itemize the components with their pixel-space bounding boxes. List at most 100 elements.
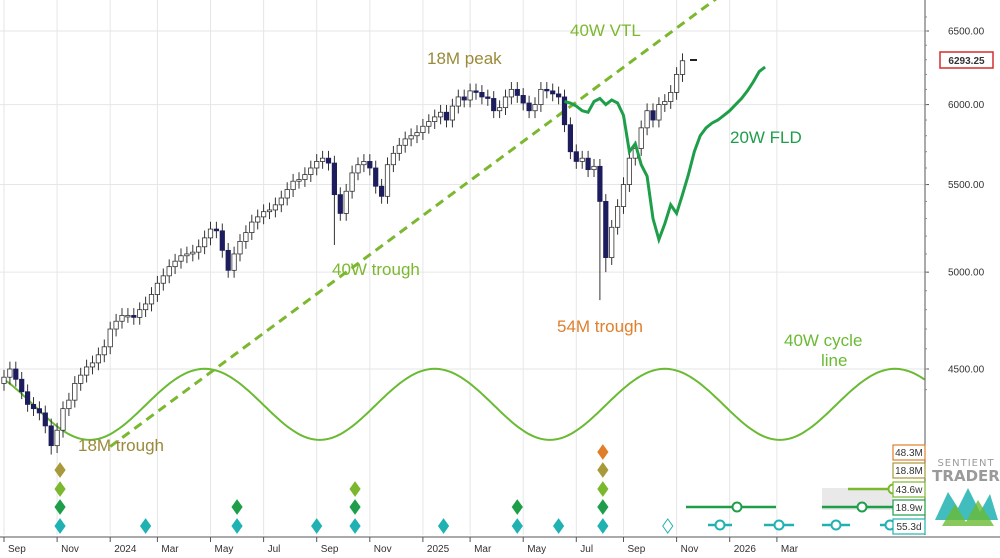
candle-body [573, 151, 579, 162]
candle-body [13, 368, 19, 380]
y-tick-label: 5000.00 [948, 268, 985, 279]
annotation-cycle-text: 40W cycle [784, 331, 862, 350]
candle-body [556, 93, 562, 98]
candle-body [272, 204, 279, 211]
candle-body [520, 95, 526, 104]
candle-body [196, 246, 202, 253]
candle-body [7, 368, 13, 378]
annotation-vtl: 40W VTL [570, 21, 641, 40]
candle-body [284, 189, 290, 199]
candle-body [532, 104, 538, 112]
phasing-lines [686, 483, 899, 531]
candle-body [620, 184, 627, 207]
cycle-badge-label: 18.8M [895, 466, 923, 477]
candle-body [219, 230, 225, 251]
y-tick-label: 4500.00 [948, 365, 985, 376]
x-tick-label: Sep [321, 544, 339, 555]
x-tick-label: Sep [8, 544, 26, 555]
candle-body [561, 96, 568, 126]
candle-body [650, 110, 656, 121]
cycle-badge-box [892, 499, 926, 516]
candle-body [567, 124, 574, 153]
logo-line2: TRADER [932, 467, 1000, 485]
cycle-diamond-icon [662, 518, 674, 534]
candle-body [443, 111, 450, 121]
cycle-diamond-icon [597, 462, 609, 478]
candle-body [384, 164, 391, 197]
candle-body [30, 403, 37, 410]
candle-body [579, 157, 585, 162]
cycle-badge-box [892, 518, 926, 535]
candle-body [72, 383, 78, 401]
cycle-line-40w [3, 367, 925, 441]
candle-body [662, 101, 668, 105]
x-tick-label: Mar [474, 544, 492, 555]
candle-body [390, 152, 397, 166]
cycle-diamond-icon [231, 499, 243, 515]
candle-body [296, 179, 302, 182]
candle-body [107, 328, 113, 348]
x-tick-label: Nov [681, 544, 699, 555]
candle-body [24, 391, 31, 405]
candle-body [337, 194, 343, 214]
x-tick-label: 2024 [114, 544, 137, 555]
cycle-badge-label: 43.6w [896, 485, 923, 496]
candle-body [668, 91, 674, 102]
candle-body [550, 90, 556, 95]
cycle-badge-box [892, 462, 926, 479]
grid-lines [0, 0, 925, 535]
candle-body [113, 320, 119, 330]
x-tick-label: Sep [628, 544, 646, 555]
candle-body [319, 157, 326, 162]
candle-body [54, 429, 60, 447]
candle-body [538, 88, 544, 105]
candle-body [36, 408, 43, 414]
candle-body [514, 88, 520, 96]
candle-body [367, 161, 373, 169]
candle-body [626, 157, 633, 185]
candle-body [473, 90, 479, 93]
candle-body [131, 315, 137, 318]
candle-body [237, 241, 243, 255]
annotation-54m-trough: 54M trough [557, 317, 643, 336]
candle-body [638, 127, 644, 149]
candle-body [266, 209, 273, 213]
cycle-diamond-icon [54, 499, 66, 515]
candle-body [674, 74, 680, 93]
candle-body [449, 105, 456, 121]
candle-body [461, 96, 467, 101]
candle-body [278, 197, 284, 206]
candle-body [89, 362, 96, 368]
candle-body [184, 253, 190, 257]
cycle-diamond-icon [349, 518, 361, 534]
cycle-diamond-icon [349, 499, 361, 515]
annotation-fld: 20W FLD [730, 128, 802, 147]
last-price-box: 6293.25 [939, 51, 994, 69]
candle-body [66, 399, 72, 410]
candle-body [396, 144, 402, 154]
phasing-marker-icon [773, 519, 785, 531]
candle-body [343, 190, 349, 214]
candle-body [585, 157, 591, 171]
candle-body [361, 161, 367, 166]
x-tick-label: Nov [374, 544, 392, 555]
candle-body [609, 226, 615, 258]
candle-body [314, 161, 320, 169]
y-tick-label: 6000.00 [948, 100, 985, 111]
candle-body [225, 249, 231, 271]
candle-body [526, 102, 532, 112]
candle-body [255, 216, 261, 223]
candle-body [455, 96, 461, 107]
phasing-marker-icon [714, 519, 726, 531]
cycle-diamond-icon [511, 499, 523, 515]
annotation-40w-trough: 40W trough [332, 260, 420, 279]
vtl-40w-line [109, 0, 718, 448]
cycle-diamond-icon [552, 518, 565, 534]
cycle-badge-label: 18.9w [896, 503, 923, 514]
logo-line1: SENTIENT [937, 458, 994, 469]
cycle-diamond-icon [597, 518, 609, 534]
candle-body [302, 174, 308, 180]
cycle-diamond-icon [231, 518, 243, 534]
logo-mark2-icon [942, 500, 994, 526]
candle-body [148, 294, 155, 305]
